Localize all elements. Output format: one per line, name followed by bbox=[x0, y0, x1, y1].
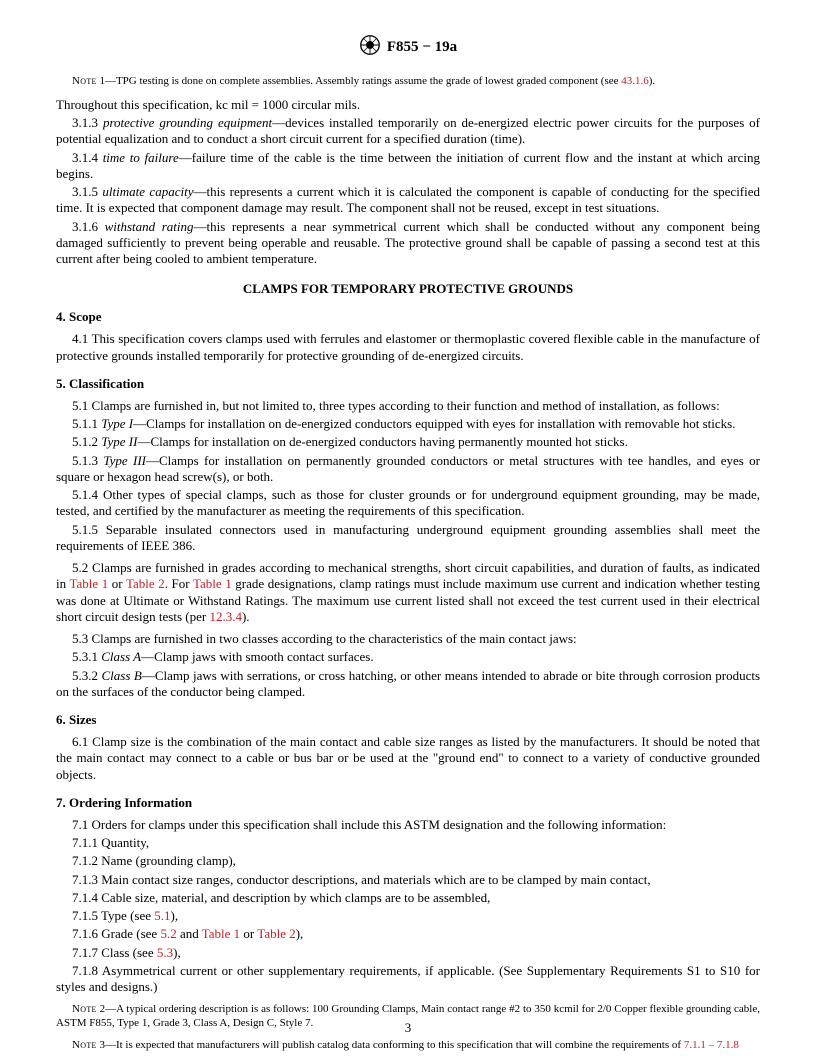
para-7-1-3: 7.1.3 Main contact size ranges, conducto… bbox=[56, 872, 760, 888]
para-7-1-1: 7.1.1 Quantity, bbox=[56, 835, 760, 851]
page-header: F855 − 19a bbox=[56, 34, 760, 61]
para-5-2: 5.2 Clamps are furnished in grades accor… bbox=[56, 560, 760, 625]
heading-6: 6. Sizes bbox=[56, 712, 760, 728]
heading-4: 4. Scope bbox=[56, 309, 760, 325]
designation: F855 − 19a bbox=[387, 39, 457, 56]
para-7-1-4: 7.1.4 Cable size, material, and descript… bbox=[56, 890, 760, 906]
para-7-1-6: 7.1.6 Grade (see 5.2 and Table 1 or Tabl… bbox=[56, 926, 760, 942]
para-5-1-1: 5.1.1 Type I—Clamps for installation on … bbox=[56, 416, 760, 432]
xref-table-2a[interactable]: Table 2 bbox=[126, 576, 165, 591]
xref-table-1a[interactable]: Table 1 bbox=[69, 576, 108, 591]
xref-7-1-1-8[interactable]: 7.1.1 – 7.1.8 bbox=[684, 1039, 739, 1051]
note-3: Note 3—It is expected that manufacturers… bbox=[56, 1039, 760, 1053]
xref-43-1-6[interactable]: 43.1.6 bbox=[621, 75, 649, 87]
xref-12-3-4[interactable]: 12.3.4 bbox=[209, 609, 242, 624]
para-7-1: 7.1 Orders for clamps under this specifi… bbox=[56, 817, 760, 833]
para-5-1-5: 5.1.5 Separable insulated connectors use… bbox=[56, 522, 760, 555]
para-5-1: 5.1 Clamps are furnished in, but not lim… bbox=[56, 398, 760, 414]
para-5-3-2: 5.3.2 Class B—Clamp jaws with serrations… bbox=[56, 668, 760, 701]
para-5-1-2: 5.1.2 Type II—Clamps for installation on… bbox=[56, 434, 760, 450]
para-7-1-5: 7.1.5 Type (see 5.1), bbox=[56, 908, 760, 924]
para-5-1-4: 5.1.4 Other types of special clamps, suc… bbox=[56, 487, 760, 520]
xref-table-1b[interactable]: Table 1 bbox=[193, 576, 232, 591]
heading-5: 5. Classification bbox=[56, 376, 760, 392]
heading-clamps: CLAMPS FOR TEMPORARY PROTECTIVE GROUNDS bbox=[56, 281, 760, 297]
page-number: 3 bbox=[0, 1020, 816, 1036]
xref-table-2b[interactable]: Table 2 bbox=[257, 926, 295, 941]
page: F855 − 19a Note 1—TPG testing is done on… bbox=[0, 0, 816, 1056]
xref-5-2[interactable]: 5.2 bbox=[160, 926, 176, 941]
def-3-1-4: 3.1.4 time to failure—failure time of th… bbox=[56, 150, 760, 183]
para-5-1-3: 5.1.3 Type III—Clamps for installation o… bbox=[56, 453, 760, 486]
para-7-1-8: 7.1.8 Asymmetrical current or other supp… bbox=[56, 963, 760, 996]
heading-7: 7. Ordering Information bbox=[56, 795, 760, 811]
para-7-1-7: 7.1.7 Class (see 5.3), bbox=[56, 945, 760, 961]
def-3-1-3: 3.1.3 protective grounding equipment—dev… bbox=[56, 115, 760, 148]
para-5-3: 5.3 Clamps are furnished in two classes … bbox=[56, 631, 760, 647]
xref-table-1c[interactable]: Table 1 bbox=[202, 926, 240, 941]
para-7-1-2: 7.1.2 Name (grounding clamp), bbox=[56, 853, 760, 869]
xref-5-3[interactable]: 5.3 bbox=[157, 945, 173, 960]
para-4-1: 4.1 This specification covers clamps use… bbox=[56, 331, 760, 364]
para-5-3-1: 5.3.1 Class A—Clamp jaws with smooth con… bbox=[56, 649, 760, 665]
para-6-1: 6.1 Clamp size is the combination of the… bbox=[56, 734, 760, 783]
def-3-1-5: 3.1.5 ultimate capacity—this represents … bbox=[56, 184, 760, 217]
astm-logo-icon bbox=[359, 34, 381, 61]
def-3-1-6: 3.1.6 withstand rating—this represents a… bbox=[56, 219, 760, 268]
xref-5-1[interactable]: 5.1 bbox=[154, 908, 170, 923]
para-throughout: Throughout this specification, kc mil = … bbox=[56, 97, 760, 113]
note-1: Note 1—TPG testing is done on complete a… bbox=[56, 75, 760, 89]
